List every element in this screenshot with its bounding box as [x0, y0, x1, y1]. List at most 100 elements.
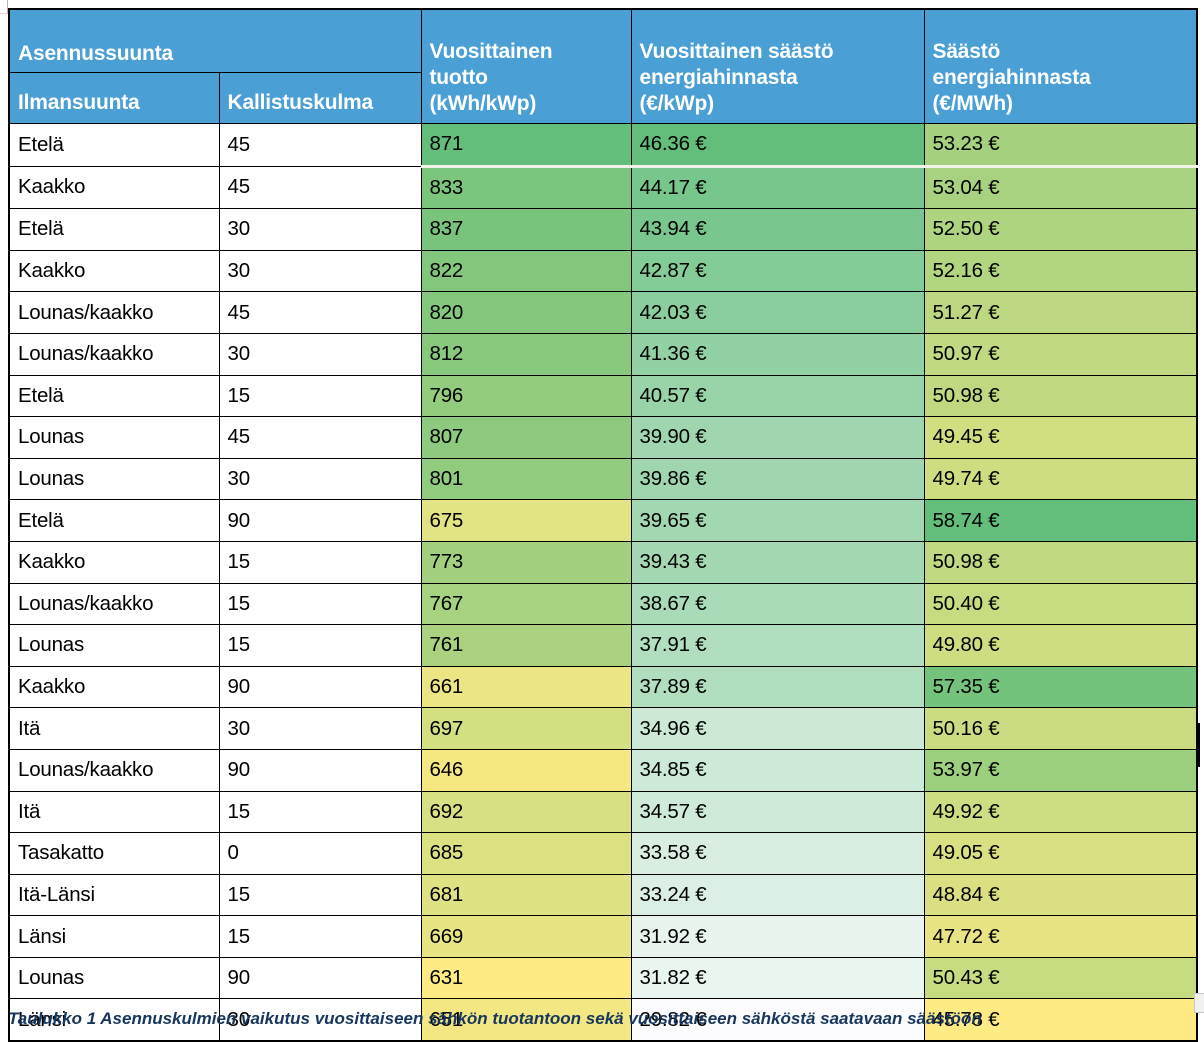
cell-tuotto: 685 [420, 832, 632, 875]
cell-saasto-mwh: 53.23 € [923, 123, 1198, 168]
table-row: Itä-Länsi 15 681 33.24 €48.84 € [8, 873, 1198, 917]
header-line: Vuosittainen säästö [639, 40, 834, 63]
header-line: (kWh/kWp) [429, 92, 537, 115]
cell-kallistuskulma: 15 [218, 540, 422, 584]
cell-tuotto: 697 [420, 707, 632, 750]
cell-saasto-mwh: 47.72 € [923, 915, 1198, 958]
cell-saasto-mwh: 50.98 € [923, 374, 1198, 418]
cell-tuotto: 807 [420, 416, 632, 459]
cell-saasto-mwh: 49.05 € [923, 832, 1198, 875]
table-row: Lounas 30 801 39.86 €49.74 € [8, 457, 1198, 501]
cell-ilmansuunta: Lounas [8, 416, 220, 459]
cell-saasto-mwh: 49.45 € [923, 416, 1198, 459]
cell-ilmansuunta: Etelä [8, 374, 220, 418]
cell-ilmansuunta: Kaakko [8, 249, 220, 293]
cell-saasto-mwh: 52.50 € [923, 208, 1198, 251]
cell-ilmansuunta: Etelä [8, 499, 220, 542]
cell-kallistuskulma: 15 [218, 873, 422, 917]
table-row: Lounas 90 631 31.82 €50.43 € [8, 956, 1198, 1000]
header-kallistuskulma: Kallistuskulma [218, 72, 422, 124]
table-row: Etelä 30 837 43.94 €52.50 € [8, 208, 1198, 251]
cell-ilmansuunta: Lounas [8, 956, 220, 1000]
cell-ilmansuunta: Lounas/kaakko [8, 748, 220, 792]
cell-tuotto: 820 [420, 291, 632, 334]
cell-kallistuskulma: 15 [218, 915, 422, 958]
cell-tuotto: 761 [420, 624, 632, 667]
cell-tuotto: 773 [420, 540, 632, 584]
cell-tuotto: 833 [420, 165, 632, 210]
cell-kallistuskulma: 90 [218, 499, 422, 542]
header-line: energiahinnasta [932, 66, 1091, 89]
cell-saasto-kwp: 44.17 € [630, 165, 925, 210]
table-row: Itä 15 692 34.57 €49.92 € [8, 790, 1198, 834]
cell-kallistuskulma: 30 [218, 208, 422, 251]
table-row: Lounas/kaakko 30 812 41.36 €50.97 € [8, 332, 1198, 376]
table-row: Kaakko 90 661 37.89 €57.35 € [8, 665, 1198, 709]
text-cursor-mark [1198, 723, 1200, 767]
page-corner-mark [0, 0, 8, 14]
cell-tuotto: 669 [420, 915, 632, 958]
cell-tuotto: 681 [420, 873, 632, 917]
cell-tuotto: 646 [420, 748, 632, 792]
header-line: Vuosittainen [429, 40, 553, 63]
cell-ilmansuunta: Kaakko [8, 540, 220, 584]
cell-kallistuskulma: 0 [218, 832, 422, 875]
cell-kallistuskulma: 15 [218, 374, 422, 418]
cell-saasto-kwp: 33.58 € [630, 832, 925, 875]
cell-saasto-kwp: 34.96 € [630, 707, 925, 750]
cell-saasto-mwh: 52.16 € [923, 249, 1198, 293]
cell-kallistuskulma: 90 [218, 665, 422, 709]
cell-saasto-mwh: 49.80 € [923, 624, 1198, 667]
header-line: Säästö [932, 40, 1001, 63]
cell-ilmansuunta: Itä [8, 707, 220, 750]
cell-saasto-kwp: 43.94 € [630, 208, 925, 251]
cell-saasto-kwp: 37.91 € [630, 624, 925, 667]
scrollbar-fragment[interactable] [1194, 993, 1204, 1013]
cell-saasto-kwp: 31.92 € [630, 915, 925, 958]
cell-saasto-mwh: 57.35 € [923, 665, 1198, 709]
header-line: (€/MWh) [932, 92, 1013, 115]
cell-tuotto: 692 [420, 790, 632, 834]
header-vuosittainen-tuotto: Vuosittainen tuotto (kWh/kWp) [420, 8, 632, 124]
cell-ilmansuunta: Kaakko [8, 165, 220, 210]
table-row: Etelä 90 675 39.65 €58.74 € [8, 499, 1198, 542]
cell-saasto-kwp: 41.36 € [630, 332, 925, 376]
header-asennussuunta: Asennussuunta [8, 8, 422, 73]
cell-tuotto: 661 [420, 665, 632, 709]
cell-saasto-kwp: 39.43 € [630, 540, 925, 584]
cell-saasto-mwh: 53.97 € [923, 748, 1198, 792]
cell-kallistuskulma: 45 [218, 123, 422, 167]
cell-saasto-mwh: 50.43 € [923, 956, 1198, 1000]
cell-saasto-kwp: 38.67 € [630, 582, 925, 626]
cell-saasto-mwh: 58.74 € [923, 499, 1198, 542]
cell-kallistuskulma: 30 [218, 249, 422, 293]
cell-kallistuskulma: 15 [218, 582, 422, 626]
table-row: Itä 30 697 34.96 €50.16 € [8, 707, 1198, 750]
cell-kallistuskulma: 15 [218, 624, 422, 667]
table-row: Kaakko 45 833 44.17 €53.04 € [8, 165, 1198, 210]
cell-ilmansuunta: Kaakko [8, 665, 220, 709]
cell-saasto-mwh: 49.74 € [923, 457, 1198, 501]
cell-tuotto: 822 [420, 249, 632, 293]
cell-tuotto: 767 [420, 582, 632, 626]
cell-ilmansuunta: Lounas/kaakko [8, 332, 220, 376]
cell-saasto-mwh: 50.16 € [923, 707, 1198, 750]
cell-saasto-kwp: 42.03 € [630, 291, 925, 334]
cell-ilmansuunta: Etelä [8, 208, 220, 251]
cell-saasto-mwh: 48.84 € [923, 873, 1198, 917]
cell-saasto-kwp: 33.24 € [630, 873, 925, 917]
cell-kallistuskulma: 45 [218, 416, 422, 459]
cell-tuotto: 837 [420, 208, 632, 251]
cell-saasto-kwp: 34.57 € [630, 790, 925, 834]
cell-tuotto: 631 [420, 956, 632, 1000]
table-row: Länsi 15 669 31.92 €47.72 € [8, 915, 1198, 958]
table-row: Lounas 45 807 39.90 €49.45 € [8, 416, 1198, 459]
table-row: Etelä 15 796 40.57 €50.98 € [8, 374, 1198, 418]
cell-kallistuskulma: 30 [218, 332, 422, 376]
cell-saasto-kwp: 39.65 € [630, 499, 925, 542]
cell-ilmansuunta: Länsi [8, 915, 220, 958]
cell-saasto-kwp: 34.85 € [630, 748, 925, 792]
cell-ilmansuunta: Tasakatto [8, 832, 220, 875]
cell-tuotto: 871 [420, 123, 632, 168]
cell-kallistuskulma: 90 [218, 748, 422, 792]
